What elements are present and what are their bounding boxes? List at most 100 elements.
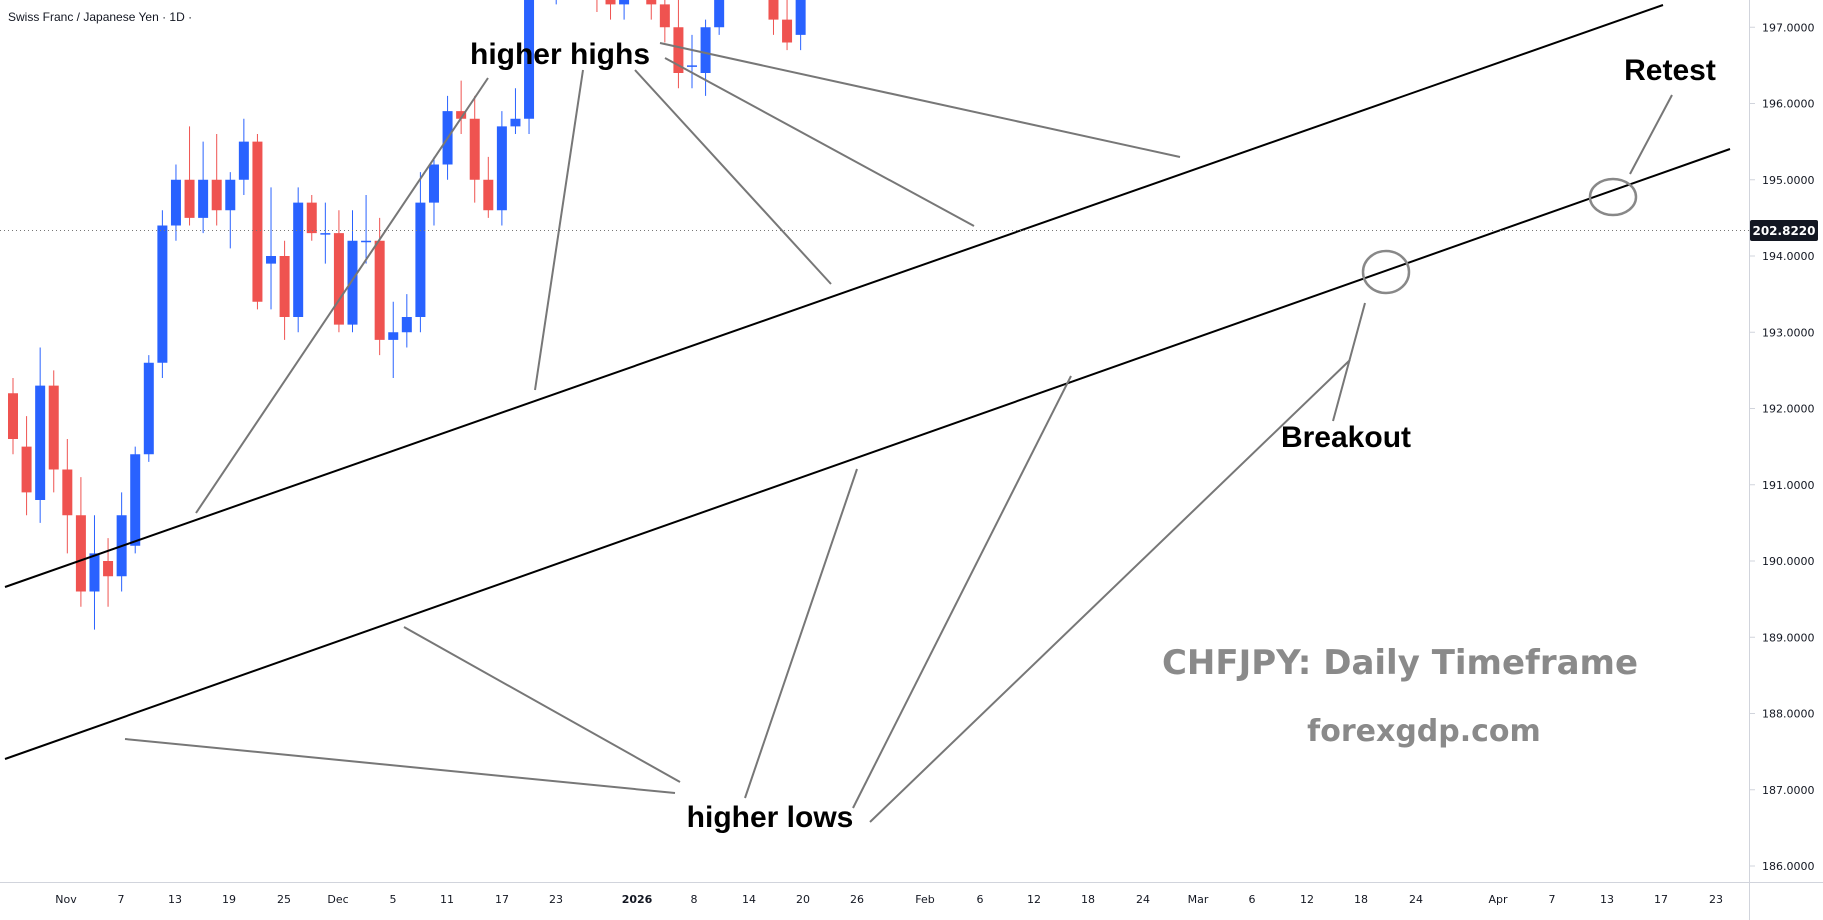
candle-body	[8, 393, 18, 439]
candle-body	[293, 202, 304, 317]
candle[interactable]	[659, 0, 670, 43]
candle[interactable]	[795, 0, 806, 51]
candle[interactable]	[75, 477, 86, 607]
candle-body	[143, 362, 154, 455]
breakout-circle	[1361, 249, 1411, 295]
price-axis[interactable]: 186.0000 187.0000 188.0000 189.0000 190.0000…	[1750, 0, 1815, 873]
last-price-tag-bg	[1750, 220, 1818, 241]
candle[interactable]	[401, 294, 412, 348]
candle[interactable]	[170, 164, 181, 241]
candle-body	[103, 561, 114, 577]
candle-body	[361, 240, 372, 243]
candle[interactable]	[496, 111, 507, 226]
y-tick-label: 195.0000	[1762, 174, 1815, 187]
candle-body	[211, 179, 222, 211]
candle[interactable]	[211, 134, 222, 226]
candle[interactable]	[21, 416, 32, 516]
y-tick-label: 186.0000	[1762, 860, 1815, 873]
annotation-higher-highs: higher highs	[470, 38, 650, 71]
y-tick-label: 193.0000	[1762, 326, 1815, 339]
candle[interactable]	[184, 126, 195, 226]
x-tick-label: 24	[1409, 893, 1423, 906]
candle[interactable]	[469, 95, 480, 203]
candle-body	[673, 27, 684, 73]
y-tick-label: 191.0000	[1762, 479, 1815, 492]
candle-body	[524, 0, 535, 119]
candle-body	[496, 126, 507, 211]
y-tick-label: 197.0000	[1762, 21, 1815, 34]
candle-body	[130, 454, 141, 546]
candle[interactable]	[388, 301, 399, 378]
candle[interactable]	[143, 355, 154, 462]
candle[interactable]	[605, 0, 616, 20]
candle[interactable]	[510, 88, 521, 134]
candle[interactable]	[62, 439, 73, 554]
candle-body	[510, 118, 521, 127]
x-tick-label: 18	[1354, 893, 1368, 906]
candle[interactable]	[361, 195, 372, 264]
candle[interactable]	[768, 0, 779, 35]
last-price-value: 202.8220	[1752, 224, 1815, 238]
candle-body	[35, 385, 46, 500]
x-tick-label: 2026	[622, 893, 653, 906]
candle[interactable]	[524, 0, 535, 134]
candle[interactable]	[306, 195, 317, 241]
x-tick-label: 23	[549, 893, 563, 906]
candle-body	[279, 256, 290, 317]
x-tick-label: 8	[691, 893, 698, 906]
candle[interactable]	[252, 134, 263, 310]
time-axis[interactable]: Nov 7 13 19 25 Dec 5 11 17 23 2026 8 14 20 26 Feb 6 12 18 2…	[55, 893, 1723, 906]
candle-body	[659, 4, 670, 28]
pointer-hh-4	[664, 57, 975, 227]
candle[interactable]	[700, 19, 711, 96]
upper-channel-line[interactable]	[4, 4, 1664, 588]
candle[interactable]	[320, 202, 331, 264]
candle[interactable]	[266, 187, 277, 310]
x-tick-label: 24	[1136, 893, 1150, 906]
x-tick-label: 25	[277, 893, 291, 906]
candle[interactable]	[279, 240, 290, 340]
x-tick-label: 26	[850, 893, 864, 906]
candle[interactable]	[619, 0, 630, 20]
pointer-hh-2	[534, 69, 584, 391]
candle-body	[306, 202, 317, 234]
candle[interactable]	[483, 156, 494, 218]
candle[interactable]	[103, 538, 114, 607]
candle[interactable]	[333, 210, 344, 333]
candle-body	[198, 179, 209, 218]
x-tick-label: 13	[168, 893, 182, 906]
candle[interactable]	[225, 172, 236, 249]
candle-body	[170, 179, 181, 226]
watermark-title: CHFJPY: Daily Timeframe	[1162, 643, 1638, 683]
candle[interactable]	[293, 187, 304, 333]
x-tick-label: Apr	[1488, 893, 1508, 906]
candle[interactable]	[198, 141, 209, 234]
watermark-site: forexgdp.com	[1307, 714, 1541, 749]
candle[interactable]	[646, 0, 657, 20]
annotation-breakout: Breakout	[1281, 421, 1411, 454]
pointer-hl-4	[852, 375, 1072, 809]
candle[interactable]	[456, 80, 467, 134]
candle[interactable]	[8, 378, 18, 455]
candle[interactable]	[428, 156, 439, 226]
candle[interactable]	[673, 0, 684, 89]
candle[interactable]	[130, 446, 141, 554]
x-tick-label: 20	[796, 893, 810, 906]
candle[interactable]	[238, 118, 249, 195]
candle[interactable]	[35, 347, 46, 523]
candle-body	[605, 0, 616, 5]
candle-body	[415, 202, 426, 317]
x-tick-label: 23	[1709, 893, 1723, 906]
pointer-lines-layer	[124, 42, 1673, 823]
candle[interactable]	[89, 515, 100, 630]
candle[interactable]	[782, 0, 793, 51]
candle[interactable]	[714, 0, 725, 35]
lower-channel-line[interactable]	[4, 148, 1731, 760]
y-tick-label: 189.0000	[1762, 631, 1815, 644]
candle[interactable]	[687, 34, 697, 89]
candle[interactable]	[157, 210, 168, 378]
candle[interactable]	[48, 370, 59, 493]
candle[interactable]	[415, 172, 426, 333]
retest-circle	[1588, 177, 1638, 217]
